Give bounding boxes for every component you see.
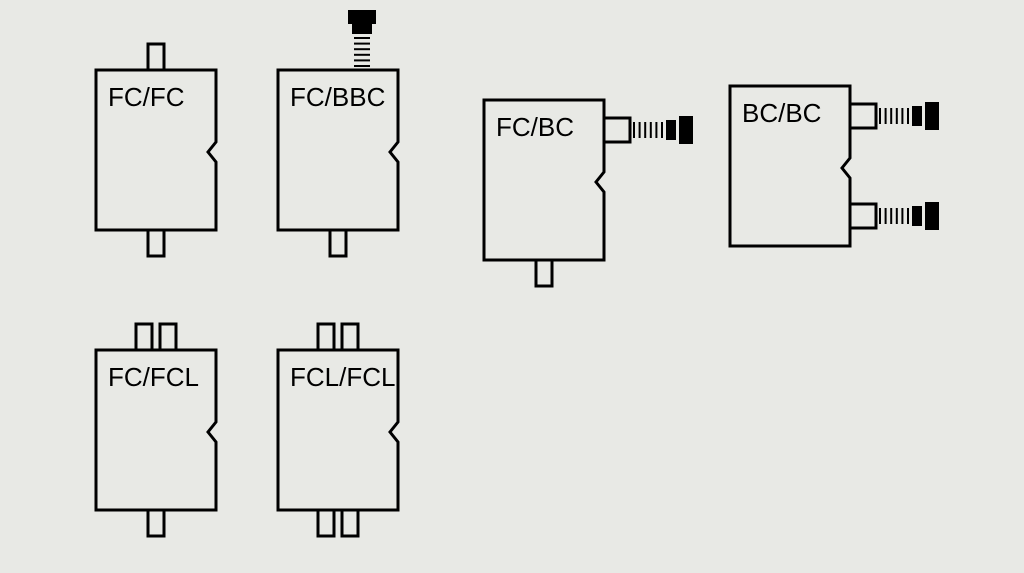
connector-diagram: FC/FC FC/BBC FC/BC BC/BC FC/FCL FCL/FCL	[0, 0, 1024, 573]
fc-fc-label: FC/FC	[108, 82, 185, 112]
fc-fc: FC/FC	[96, 44, 216, 256]
fc-fcl: FC/FCL	[96, 324, 216, 536]
bc-bc-label: BC/BC	[742, 98, 821, 128]
fcl-fcl: FCL/FCL	[278, 324, 398, 536]
fc-bbc: FC/BBC	[278, 10, 398, 256]
fc-fcl-label: FC/FCL	[108, 362, 199, 392]
fc-bc: FC/BC	[484, 100, 693, 286]
fc-bc-label: FC/BC	[496, 112, 574, 142]
fc-bbc-label: FC/BBC	[290, 82, 385, 112]
bc-bc: BC/BC	[730, 86, 939, 246]
fcl-fcl-label: FCL/FCL	[290, 362, 395, 392]
